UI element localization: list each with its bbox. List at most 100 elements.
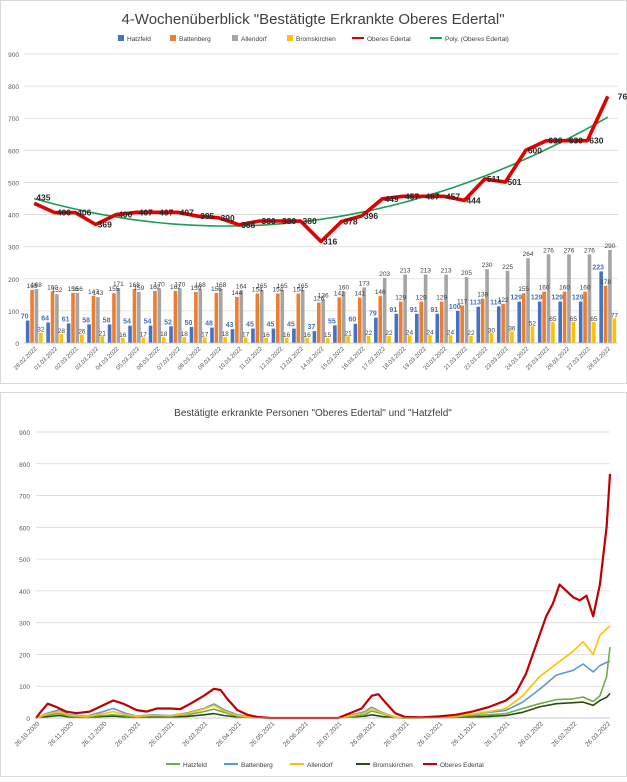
data-label-allendorf: 165 [297,283,308,290]
y-tick-label: 500 [8,180,19,187]
data-label-bromskirchen: 65 [570,316,578,323]
y-tick-label: 0 [26,716,30,723]
bar-battenberg [276,293,280,343]
data-label-bromskirchen: 17 [140,332,148,339]
data-label-hatzfeld: 129 [572,295,584,302]
bar-hatzfeld [455,310,460,343]
data-label-oberes-edertal: 406 [57,208,71,218]
data-label-allendorf: 160 [338,285,349,292]
bars [25,249,617,343]
bar-allendorf [444,274,448,343]
data-label-hatzfeld: 52 [164,319,172,326]
data-labels: 70 64 61 58 58 54 54 52 50 48 43 45 45 45 37 55 60 79 91 91… [21,91,627,339]
legend-label-oberes-edertal: Oberes Edertal [440,762,484,769]
data-label-battenberg: 156 [68,286,79,293]
bar-allendorf [218,289,223,343]
data-label-hatzfeld: 91 [389,307,397,314]
line-oberes-edertal [35,473,612,720]
chart-title: Bestätigte erkrankte Personen "Oberes Ed… [174,408,452,419]
bar-allendorf [55,294,59,343]
data-label-bromskirchen: 17 [201,332,209,339]
data-label-battenberg: 146 [375,289,386,296]
bar-allendorf [321,299,325,343]
bar-hatzfeld [251,328,255,343]
data-label-oberes-edertal: 457 [425,191,439,201]
legend-label-bromskirchen: Bromskirchen [373,762,413,769]
data-label-oberes-edertal: 407 [139,207,153,217]
bar-bromskirchen [592,322,596,343]
data-label-bromskirchen: 16 [283,332,291,339]
bar-battenberg [542,291,546,343]
bar-bromskirchen [448,335,453,343]
data-label-hatzfeld: 79 [369,311,377,318]
data-label-oberes-edertal: 368 [241,220,255,230]
legend-swatch-battenberg [170,35,176,41]
y-tick-label: 500 [19,557,30,564]
data-label-oberes-edertal: 378 [343,217,357,227]
legend-label-allendorf: Allendorf [241,36,267,43]
bar-allendorf [96,297,100,343]
bar-allendorf [485,269,489,343]
bar-battenberg [296,293,301,343]
legend: Hatzfeld Battenberg Allendorf Bromskirchen O… [118,35,509,43]
data-label-bromskirchen: 21 [99,330,107,337]
bar-battenberg [50,291,55,343]
bar-allendorf [546,254,551,343]
data-label-hatzfeld: 54 [144,319,152,326]
bar-allendorf [505,270,510,343]
data-label-allendorf: 213 [441,268,452,275]
data-label-oberes-edertal: 396 [364,211,378,221]
data-label-allendorf: 203 [379,271,390,278]
bar-battenberg [235,296,239,343]
data-label-hatzfeld: 114 [490,299,501,306]
bar-hatzfeld [353,323,358,343]
data-label-hatzfeld: 45 [287,322,295,329]
y-axis: 0 100 200 300 400 500 600 700 800 900 [19,430,30,723]
bar-hatzfeld [312,331,317,343]
legend-label-hatzfeld: Hatzfeld [183,762,207,769]
data-label-battenberg: 155 [518,286,529,293]
data-label-battenberg: 154 [272,287,283,294]
bar-battenberg [194,291,198,343]
data-label-allendorf: 205 [461,270,472,277]
bar-bromskirchen [407,335,412,343]
bar-allendorf [608,249,612,343]
data-label-hatzfeld: 58 [103,317,111,324]
data-label-oberes-edertal: 400 [118,210,132,220]
bar-hatzfeld [25,320,30,343]
bar-hatzfeld [87,324,91,343]
data-label-bromskirchen: 15 [324,332,332,339]
data-label-bromskirchen: 52 [529,320,537,327]
bar-bromskirchen [346,336,350,343]
bar-allendorf [280,290,285,343]
legend-swatch-bromskirchen [287,35,293,41]
data-label-battenberg: 178 [600,279,611,286]
bar-bromskirchen [202,337,207,343]
data-label-bromskirchen: 16 [304,332,312,339]
data-label-oberes-edertal: 407 [180,207,194,217]
bar-hatzfeld [374,317,378,343]
data-label-oberes-edertal: 380 [262,216,276,226]
bar-bromskirchen [100,336,105,343]
data-label-allendorf: 290 [605,243,616,250]
bar-battenberg [30,290,34,343]
y-tick-label: 800 [8,84,19,91]
bar-allendorf [423,274,428,343]
data-label-battenberg: 160 [559,285,570,292]
data-label-oberes-edertal: 435 [36,192,50,202]
bar-hatzfeld [558,301,562,343]
legend-swatch-allendorf [232,35,238,41]
data-label-bromskirchen: 65 [590,316,598,323]
bar-bromskirchen [141,337,146,343]
data-label-oberes-edertal: 600 [528,145,542,155]
data-label-allendorf: 213 [420,268,431,275]
bar-hatzfeld [333,325,337,343]
legend: Hatzfeld Battenberg Allendorf Bromskirchen O… [166,762,484,769]
bar-allendorf [587,254,592,343]
legend-label-allendorf: Allendorf [307,762,333,769]
data-label-allendorf: 156 [72,286,83,293]
bar-battenberg [603,285,608,343]
y-tick-label: 400 [8,213,19,220]
bar-battenberg [153,290,157,343]
y-tick-label: 200 [8,277,19,284]
